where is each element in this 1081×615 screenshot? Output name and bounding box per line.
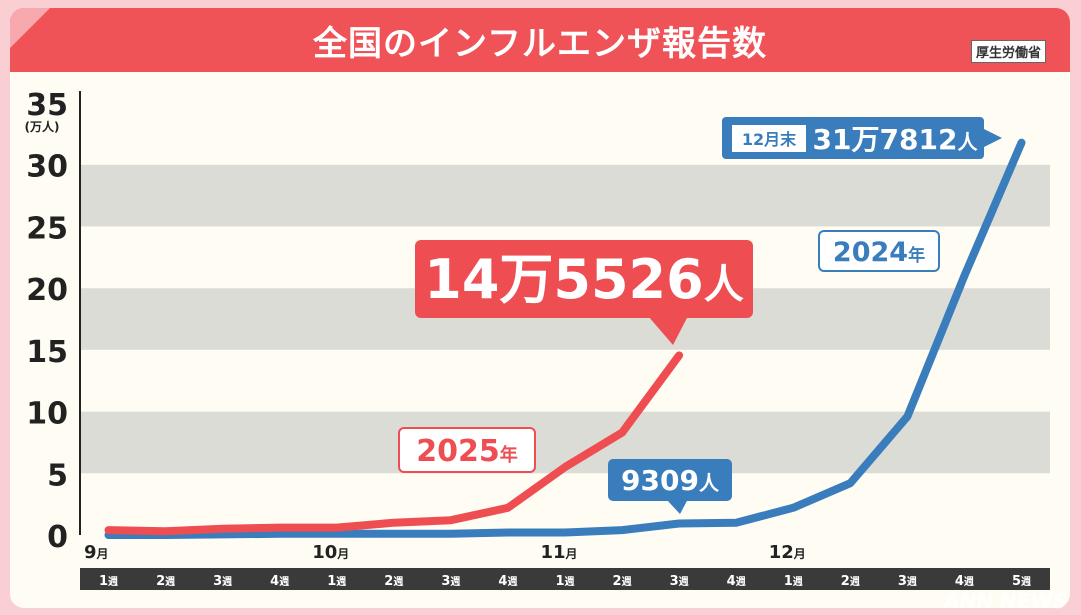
y-tick-label: 15 [26,335,68,370]
week-label: 3週 [670,574,689,589]
month-label: 12月 [769,542,806,563]
week-label: 4週 [955,574,974,589]
week-label: 2週 [156,574,175,589]
y-tick-label: 20 [26,273,68,308]
end-tag-text: 12月末 [742,130,797,149]
source-badge: 厚生労働省 [970,40,1046,63]
week-label: 4週 [498,574,517,589]
y-axis-unit: (万人) [25,119,60,134]
week-label: 1週 [784,574,803,589]
year-label-2025-text: 2025年 [416,434,518,469]
y-tick-label: 35 [26,88,68,123]
grid-band [80,164,1050,227]
news-watermark: ANN NEWS [944,589,1067,613]
week-label: 3週 [441,574,460,589]
y-tick-label: 25 [26,211,68,246]
year-label-2025-box [398,427,536,473]
chart-title: 全国のインフルエンザ報告数 [313,24,767,64]
big-callout-box [415,240,753,318]
nov-callout-pointer [666,499,688,514]
week-label: 2週 [841,574,860,589]
nov-callout-text: 9309人 [621,464,720,497]
week-label: 1週 [327,574,346,589]
corner-fold [10,8,50,48]
week-strip [80,568,1050,590]
week-label: 5週 [1012,574,1031,589]
week-label: 4週 [270,574,289,589]
y-tick-label: 30 [26,150,68,185]
big-callout-text: 14万5526人 [424,248,743,311]
week-label: 1週 [99,574,118,589]
week-label: 3週 [213,574,232,589]
title-banner: 全国のインフルエンザ報告数 厚生労働省 [10,8,1070,72]
year-label-2024-text: 2024年 [833,237,925,268]
y-tick-label: 5 [47,458,68,493]
series-line-2025 [104,351,684,536]
month-label: 9月 [84,542,109,563]
big-callout-pointer [648,316,688,345]
month-label: 10月 [312,542,349,563]
y-tick-label: 10 [26,397,68,432]
end-tag-box [732,125,806,152]
series-line-2024 [104,138,1026,539]
week-label: 4週 [727,574,746,589]
grid-band [80,349,1050,412]
month-label: 11月 [540,542,577,563]
y-tick-label: 0 [47,520,68,555]
end-callout-pointer [982,128,1002,148]
week-label: 2週 [384,574,403,589]
nov-callout-box [608,459,732,501]
week-label: 2週 [613,574,632,589]
end-callout-text: 31万7812人 [813,123,979,156]
week-label: 3週 [898,574,917,589]
week-label: 1週 [555,574,574,589]
year-label-2024-box [818,230,940,272]
